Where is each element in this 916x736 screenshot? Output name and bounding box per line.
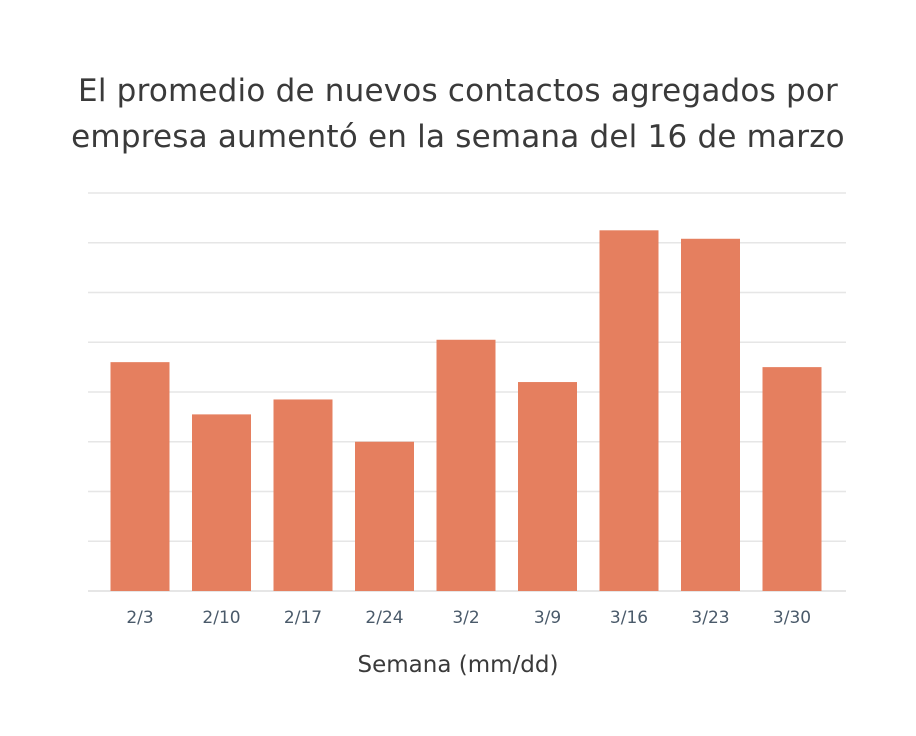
- bar-2-10: [192, 414, 251, 591]
- bar-3-9: [518, 382, 577, 591]
- bar-2-3: [110, 362, 170, 591]
- bar-2-24: [355, 441, 414, 591]
- x-tick-label: 2/10: [202, 608, 240, 628]
- x-tick-label: 3/23: [691, 608, 729, 628]
- bar-3-2: [436, 339, 496, 591]
- x-tick-label: 2/3: [126, 608, 153, 628]
- bar-3-23: [681, 238, 740, 591]
- chart-title: El promedio de nuevos contactos agregado…: [0, 68, 916, 160]
- x-tick-label: 3/16: [610, 608, 648, 628]
- x-axis-label: Semana (mm/dd): [357, 652, 559, 678]
- bar-3-16: [599, 230, 659, 591]
- x-tick-label: 2/17: [284, 608, 322, 628]
- bar-2-17: [273, 399, 333, 591]
- x-tick-labels: 2/3 2/10 2/17 2/24 3/2 3/9 3/16 3/23 3/30: [126, 608, 811, 628]
- chart-title-line-2: empresa aumentó en la semana del 16 de m…: [71, 119, 845, 155]
- x-tick-label: 3/9: [534, 608, 561, 628]
- bars: [110, 230, 822, 591]
- chart-title-line-1: El promedio de nuevos contactos agregado…: [78, 73, 838, 109]
- x-tick-label: 3/2: [452, 608, 479, 628]
- x-tick-label: 3/30: [773, 608, 811, 628]
- bar-3-30: [762, 367, 822, 591]
- x-tick-label: 2/24: [365, 608, 403, 628]
